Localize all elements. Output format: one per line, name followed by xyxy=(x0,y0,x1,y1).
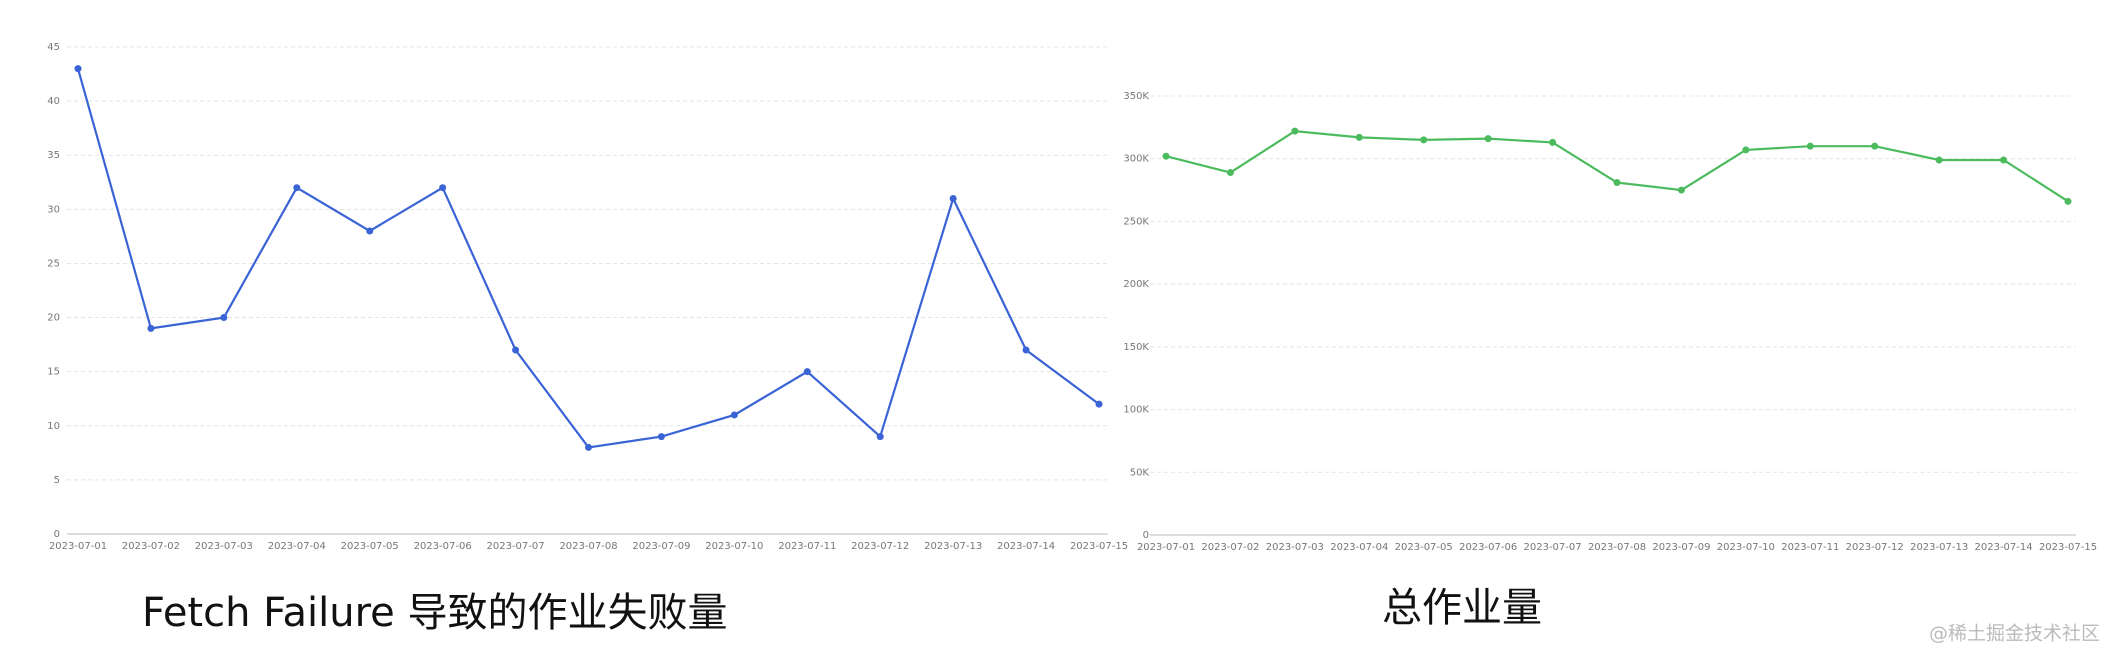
data-point xyxy=(512,346,520,354)
data-point xyxy=(2064,197,2072,205)
y-tick-label: 150K xyxy=(1123,342,1149,353)
x-tick-label: 2023-07-13 xyxy=(1910,542,1968,553)
data-point xyxy=(1742,146,1750,154)
data-point xyxy=(1022,346,1030,354)
data-point xyxy=(1549,138,1557,146)
x-tick-label: 2023-07-06 xyxy=(414,541,472,552)
data-point xyxy=(2000,156,2008,164)
data-point xyxy=(366,227,374,235)
x-tick-label: 2023-07-12 xyxy=(851,541,909,552)
y-tick-label: 30 xyxy=(47,204,60,215)
data-point xyxy=(220,314,228,322)
x-tick-label: 2023-07-04 xyxy=(268,541,326,552)
data-point xyxy=(949,195,957,203)
data-point xyxy=(657,433,665,441)
y-tick-label: 35 xyxy=(47,150,60,161)
x-tick-label: 2023-07-10 xyxy=(705,541,763,552)
y-tick-label: 50K xyxy=(1130,467,1150,478)
x-tick-label: 2023-07-13 xyxy=(924,541,982,552)
data-point xyxy=(439,184,447,192)
y-tick-label: 0 xyxy=(54,529,60,540)
data-point xyxy=(1613,179,1621,187)
x-tick-label: 2023-07-11 xyxy=(1781,542,1839,553)
data-point xyxy=(876,433,884,441)
x-tick-label: 2023-07-09 xyxy=(632,541,690,552)
data-point xyxy=(1871,142,1879,150)
x-tick-label: 2023-07-08 xyxy=(559,541,617,552)
data-point xyxy=(585,443,592,451)
data-point xyxy=(1095,400,1103,408)
y-tick-label: 20 xyxy=(47,313,60,324)
x-tick-label: 2023-07-15 xyxy=(1070,541,1128,552)
y-tick-label: 45 xyxy=(47,42,60,53)
x-tick-label: 2023-07-02 xyxy=(1201,542,1259,553)
x-tick-label: 2023-07-15 xyxy=(2039,542,2097,553)
y-tick-label: 0 xyxy=(1143,530,1149,541)
data-point xyxy=(147,324,155,332)
x-tick-label: 2023-07-03 xyxy=(1266,542,1324,553)
y-tick-label: 250K xyxy=(1123,216,1149,227)
x-tick-label: 2023-07-14 xyxy=(997,541,1055,552)
x-tick-label: 2023-07-01 xyxy=(49,541,107,552)
x-tick-label: 2023-07-11 xyxy=(778,541,836,552)
data-point xyxy=(1291,127,1299,135)
x-tick-label: 2023-07-14 xyxy=(1975,542,2033,553)
data-point xyxy=(1677,186,1685,194)
x-tick-label: 2023-07-05 xyxy=(1395,542,1453,553)
data-point xyxy=(1355,133,1363,141)
data-point xyxy=(730,411,738,419)
chart-caption: 总作业量 xyxy=(1382,585,1542,631)
data-point xyxy=(803,368,811,376)
x-tick-label: 2023-07-05 xyxy=(341,541,399,552)
x-tick-label: 2023-07-09 xyxy=(1652,542,1710,553)
watermark: @稀土掘金技术社区 xyxy=(1929,623,2100,645)
y-tick-label: 350K xyxy=(1123,91,1149,102)
y-tick-label: 10 xyxy=(47,421,60,432)
y-tick-label: 300K xyxy=(1123,154,1149,165)
x-tick-label: 2023-07-04 xyxy=(1330,542,1388,553)
data-point xyxy=(1484,135,1492,143)
data-point xyxy=(1226,169,1234,177)
x-tick-label: 2023-07-02 xyxy=(122,541,180,552)
y-tick-label: 15 xyxy=(47,367,60,378)
chart-caption: Fetch Failure 导致的作业失败量 xyxy=(142,590,728,636)
x-tick-label: 2023-07-06 xyxy=(1459,542,1517,553)
series-line xyxy=(76,68,1100,449)
x-tick-label: 2023-07-01 xyxy=(1137,542,1195,553)
x-tick-label: 2023-07-08 xyxy=(1588,542,1646,553)
data-point xyxy=(1806,142,1814,150)
x-tick-label: 2023-07-10 xyxy=(1717,542,1775,553)
y-tick-label: 25 xyxy=(47,258,60,269)
data-point xyxy=(293,184,301,192)
series-line xyxy=(1165,129,2069,203)
y-tick-label: 40 xyxy=(47,96,60,107)
x-tick-label: 2023-07-07 xyxy=(1524,542,1582,553)
y-tick-label: 200K xyxy=(1123,279,1149,290)
data-point xyxy=(1162,152,1170,160)
x-tick-label: 2023-07-03 xyxy=(195,541,253,552)
y-tick-label: 100K xyxy=(1123,405,1149,416)
x-tick-label: 2023-07-12 xyxy=(1846,542,1904,553)
data-point xyxy=(74,65,82,73)
x-tick-label: 2023-07-07 xyxy=(487,541,545,552)
data-point xyxy=(1420,136,1428,144)
data-point xyxy=(1935,156,1943,164)
y-tick-label: 5 xyxy=(54,475,60,486)
